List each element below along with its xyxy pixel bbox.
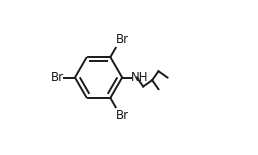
Text: Br: Br: [51, 71, 64, 84]
Text: Br: Br: [116, 33, 129, 46]
Text: NH: NH: [131, 71, 149, 84]
Text: Br: Br: [116, 109, 129, 122]
